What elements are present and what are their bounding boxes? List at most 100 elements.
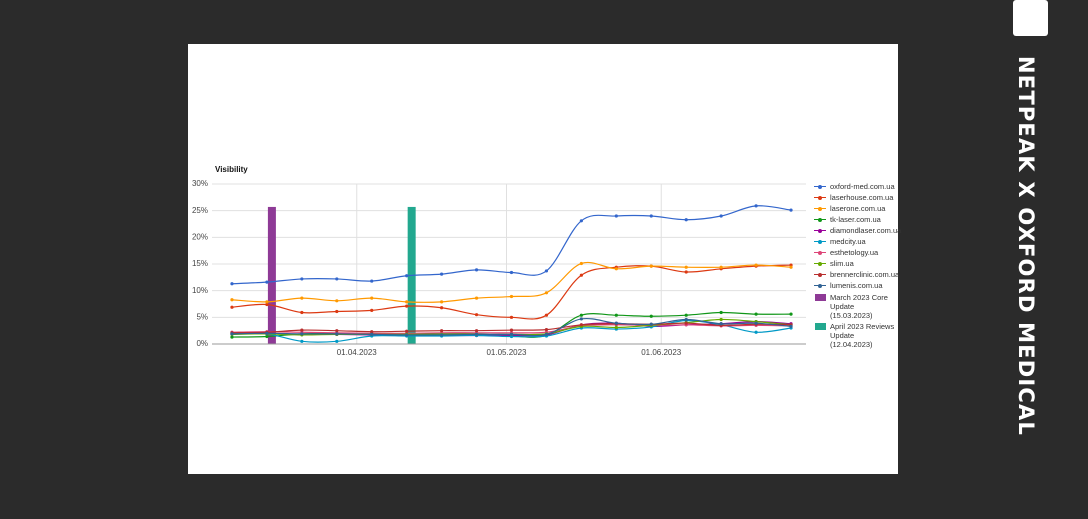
legend-label: tk-laser.com.ua xyxy=(830,215,881,224)
data-point xyxy=(789,265,793,269)
data-point xyxy=(544,269,549,273)
legend-swatch xyxy=(814,322,826,333)
legend-swatch xyxy=(814,203,826,214)
data-point xyxy=(579,313,583,317)
data-point xyxy=(230,305,234,309)
data-point xyxy=(335,277,339,281)
legend-label: diamondlaser.com.ua xyxy=(830,226,902,235)
data-point xyxy=(265,280,269,284)
legend-label: laserone.com.ua xyxy=(830,204,886,213)
data-point xyxy=(440,329,444,333)
data-point xyxy=(335,299,339,303)
legend-label: slim.ua xyxy=(830,259,854,268)
legend-swatch xyxy=(814,293,826,304)
legend-item: oxford-med.com.ua xyxy=(814,181,898,192)
legend-label: April 2023 Reviews Update (12.04.2023) xyxy=(830,322,895,349)
data-point xyxy=(789,324,793,328)
data-point xyxy=(719,322,723,326)
data-point xyxy=(300,328,304,332)
data-point xyxy=(579,219,583,223)
data-point xyxy=(754,204,758,208)
data-point xyxy=(440,300,444,304)
data-point xyxy=(649,214,653,218)
data-point xyxy=(474,329,479,333)
legend-item: March 2023 Core Update (15.03.2023) xyxy=(814,293,898,320)
data-point xyxy=(335,329,339,333)
legend-swatch xyxy=(814,225,826,236)
legend-label: March 2023 Core Update (15.03.2023) xyxy=(830,293,888,320)
legend-item: lumenis.com.ua xyxy=(814,280,898,291)
y-tick-label: 20% xyxy=(192,232,208,241)
data-point xyxy=(509,270,514,275)
data-point xyxy=(579,261,583,266)
data-point xyxy=(684,313,688,317)
data-point xyxy=(544,332,549,336)
legend: oxford-med.com.ua laserhouse.com.ua lasero… xyxy=(814,181,902,351)
data-point xyxy=(684,317,688,322)
y-tick-label: 15% xyxy=(192,259,208,268)
data-point xyxy=(405,329,409,333)
data-point xyxy=(614,214,618,218)
data-point xyxy=(719,317,723,322)
data-point xyxy=(405,300,409,304)
data-point xyxy=(474,296,479,300)
data-point xyxy=(684,265,688,269)
data-point xyxy=(789,208,793,212)
data-point xyxy=(405,304,409,308)
data-point xyxy=(265,300,269,304)
data-point xyxy=(370,279,374,283)
data-point xyxy=(230,335,234,339)
data-point xyxy=(474,332,479,336)
y-tick-label: 10% xyxy=(192,286,208,295)
legend-item: April 2023 Reviews Update (12.04.2023) xyxy=(814,322,898,349)
data-point xyxy=(300,332,304,336)
x-tick-label: 01.04.2023 xyxy=(337,348,378,357)
data-point xyxy=(649,322,653,326)
data-point xyxy=(649,264,653,268)
data-point xyxy=(684,270,688,274)
chart-title: Visibility xyxy=(215,165,248,174)
data-point xyxy=(579,273,583,277)
data-point xyxy=(614,325,618,330)
data-point xyxy=(509,328,514,332)
legend-swatch xyxy=(814,258,826,269)
data-point xyxy=(370,296,374,300)
data-point xyxy=(544,328,549,332)
legend-swatch xyxy=(814,280,826,291)
legend-item: medcity.ua xyxy=(814,236,898,247)
data-point xyxy=(335,339,339,343)
legend-swatch xyxy=(814,181,826,192)
y-tick-label: 25% xyxy=(192,206,208,215)
data-point xyxy=(754,312,758,316)
legend-item: esthetology.ua xyxy=(814,247,898,258)
data-point xyxy=(474,268,479,272)
x-tick-label: 01.06.2023 xyxy=(641,348,682,357)
data-point xyxy=(300,296,304,300)
legend-label: medcity.ua xyxy=(830,237,866,246)
data-point xyxy=(544,291,549,295)
data-point xyxy=(684,218,688,222)
data-point xyxy=(474,313,479,317)
legend-item: laserone.com.ua xyxy=(814,203,898,214)
legend-swatch xyxy=(814,247,826,258)
legend-item: slim.ua xyxy=(814,258,898,269)
data-point xyxy=(754,263,758,267)
event-bar xyxy=(267,206,276,344)
data-point xyxy=(614,267,618,271)
data-point xyxy=(370,308,374,312)
legend-label: lumenis.com.ua xyxy=(830,281,883,290)
data-point xyxy=(370,330,374,334)
data-point xyxy=(370,332,374,336)
data-point xyxy=(614,321,618,325)
legend-label: brennerclinic.com.ua xyxy=(830,270,900,279)
data-point xyxy=(579,323,583,327)
y-tick-label: 30% xyxy=(192,179,208,188)
data-point xyxy=(579,317,583,321)
legend-swatch xyxy=(814,269,826,280)
data-point xyxy=(754,321,758,325)
data-point xyxy=(440,333,444,337)
data-point xyxy=(300,339,304,343)
data-point xyxy=(265,334,269,339)
